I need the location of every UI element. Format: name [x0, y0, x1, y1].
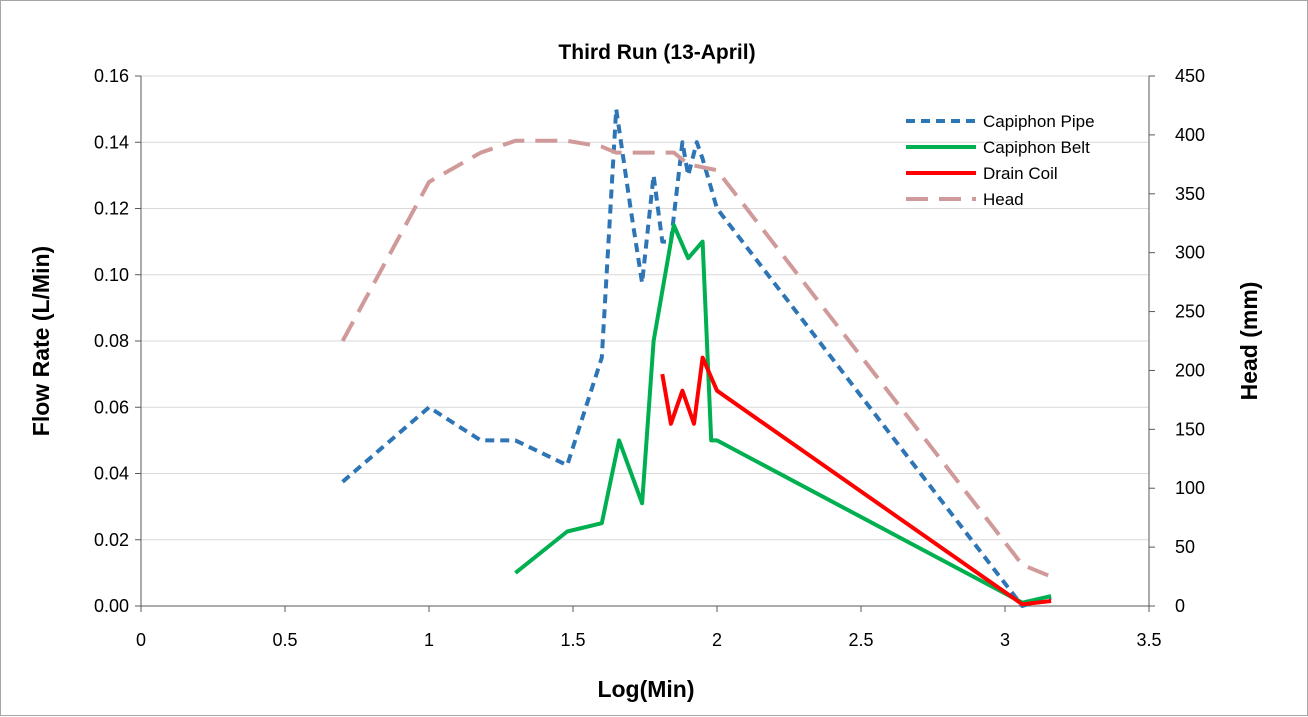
y-tick-label: 0.14 [94, 132, 129, 152]
y2-tick-label: 0 [1175, 596, 1185, 616]
legend: Capiphon Pipe Capiphon Belt Drain Coil Head [906, 112, 1095, 209]
legend-label-capiphon-pipe: Capiphon Pipe [983, 112, 1095, 131]
x-tick-label: 1.5 [560, 630, 585, 650]
y2-tick-label: 50 [1175, 537, 1195, 557]
y2-tick-label: 200 [1175, 360, 1205, 380]
y2-tick-label: 150 [1175, 419, 1205, 439]
axes: 0.00 0.02 0.04 0.06 0.08 0.10 0.12 0.14 0.16 0 50 1… [94, 66, 1205, 650]
y-tick-label: 0.04 [94, 464, 129, 484]
y2-tick-label: 400 [1175, 125, 1205, 145]
series-lines [340, 107, 1052, 608]
legend-label-drain-coil: Drain Coil [983, 164, 1058, 183]
series-line-capiphon-pipe [341, 107, 1052, 608]
y-tick-label: 0.00 [94, 596, 129, 616]
y-tick-label: 0.16 [94, 66, 129, 86]
y-tick-label: 0.02 [94, 530, 129, 550]
y2-tick-label: 350 [1175, 184, 1205, 204]
x-tick-label: 1 [424, 630, 434, 650]
x-axis-title: Log(Min) [597, 676, 694, 702]
y-tick-label: 0.12 [94, 199, 129, 219]
chart-title: Third Run (13-April) [558, 41, 755, 64]
gridlines [141, 75, 1149, 541]
x-tick-label: 0.5 [272, 630, 297, 650]
y2-tick-label: 300 [1175, 243, 1205, 263]
y2-axis-title: Head (mm) [1236, 282, 1262, 401]
y2-tick-label: 250 [1175, 302, 1205, 322]
x-tick-label: 0 [136, 630, 146, 650]
legend-label-head: Head [983, 190, 1024, 209]
x-tick-label: 2.5 [848, 630, 873, 650]
series-line-drain-coil [660, 355, 1052, 607]
y-tick-label: 0.06 [94, 397, 129, 417]
y2-tick-label: 100 [1175, 478, 1205, 498]
y2-tick-label: 450 [1175, 66, 1205, 86]
y-tick-label: 0.08 [94, 331, 129, 351]
legend-label-capiphon-belt: Capiphon Belt [983, 138, 1090, 157]
x-tick-label: 2 [712, 630, 722, 650]
series-line-capiphon-belt [514, 223, 1052, 605]
series-line-head [340, 138, 1052, 579]
x-tick-label: 3 [1000, 630, 1010, 650]
x-tick-label: 3.5 [1136, 630, 1161, 650]
y-tick-label: 0.10 [94, 265, 129, 285]
y-axis-title: Flow Rate (L/Min) [28, 246, 54, 436]
